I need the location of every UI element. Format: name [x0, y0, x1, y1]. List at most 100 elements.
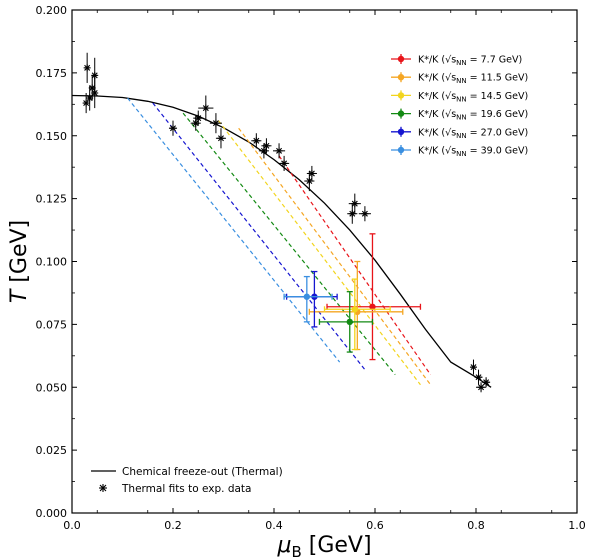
y-tick-label: 0.125	[36, 193, 68, 206]
thermal-star-d2	[86, 95, 93, 102]
y-tick-label: 0.175	[36, 67, 68, 80]
thermal-fit-point	[476, 382, 487, 393]
freezeout-curve	[71, 94, 492, 388]
legend-label: K*/K (√sNN = 39.0 GeV)	[418, 146, 528, 159]
legend-label: K*/K (√sNN = 11.5 GeV)	[418, 73, 528, 86]
thermal-star-d2	[253, 137, 260, 144]
series-marker	[303, 293, 311, 300]
x-axis-label: μB [GeV]	[276, 533, 371, 560]
thermal-fit-point	[279, 155, 290, 171]
x-tick-label: 0.2	[164, 519, 182, 532]
series-layer	[283, 233, 422, 361]
plot-frame	[71, 9, 578, 514]
legend-freezeout-label: Chemical freeze-out (Thermal)	[122, 466, 283, 478]
thermal-fit-point	[469, 359, 477, 375]
series-point-3	[318, 291, 374, 353]
thermal-fit-point	[88, 75, 96, 101]
thermal-fit-point	[198, 95, 214, 121]
thermal-fit-point	[91, 77, 99, 109]
thermal-star-d2	[475, 374, 482, 381]
thermal-star-d2	[83, 100, 90, 107]
thermal-star-d2	[212, 120, 219, 127]
legend-series: K*/K (√sNN = 7.7 GeV) K*/K (√sNN = 11.5 G…	[391, 54, 528, 158]
legend-label: K*/K (√sNN = 14.5 GeV)	[418, 91, 528, 104]
thermal-fit-point	[306, 165, 317, 182]
thermal-fit-point	[272, 143, 286, 159]
thermal-fit-point	[358, 206, 371, 222]
legend-bottom: Chemical freeze-out (Thermal) Thermal fit…	[91, 466, 283, 495]
x-tick-label: 0.4	[265, 519, 283, 532]
legend-item-2: K*/K (√sNN = 14.5 GeV)	[391, 90, 528, 103]
y-tick-label: 0.100	[36, 256, 68, 269]
thermal-star-d2	[91, 72, 98, 79]
x-tick-label: 0.8	[467, 519, 485, 532]
series-marker	[351, 306, 358, 313]
dashed-line-5	[127, 97, 341, 363]
legend-marker	[397, 110, 405, 117]
legend-marker	[397, 146, 405, 154]
thermal-star-d2	[84, 64, 91, 71]
legend-thermal: Thermal fits to exp. data	[99, 483, 251, 495]
thermal-fits-layer	[82, 52, 491, 393]
thermal-star-d2	[217, 135, 224, 142]
thermal-fit-point	[474, 369, 483, 385]
thermal-star-d2	[263, 142, 270, 149]
series-marker	[346, 318, 353, 326]
legend-item-3: K*/K (√sNN = 19.6 GeV)	[391, 108, 528, 122]
legend-freezeout: Chemical freeze-out (Thermal)	[91, 466, 283, 478]
thermal-star-d2	[276, 147, 283, 154]
thermal-fit-point	[215, 128, 227, 149]
thermal-star-d2	[195, 115, 202, 122]
legend-item-1: K*/K (√sNN = 11.5 GeV)	[391, 72, 528, 85]
x-tick-label: 0.6	[366, 519, 384, 532]
thermal-fit-point	[82, 92, 90, 114]
thermal-fit-point	[348, 193, 361, 214]
y-tick-label: 0.025	[36, 444, 68, 457]
thermal-star-d2	[351, 200, 358, 207]
y-tick-label: 0.200	[36, 4, 68, 17]
thermal-star-d2	[470, 364, 477, 371]
thermal-fit-point	[261, 138, 272, 154]
legend-item-0: K*/K (√sNN = 7.7 GeV)	[391, 54, 522, 67]
thermal-star-d2	[170, 125, 176, 132]
thermal-fit-point	[482, 377, 491, 388]
series-point-5	[283, 275, 333, 323]
thermal-star-d2	[281, 160, 288, 167]
thermal-star-d2	[308, 170, 315, 177]
curve-layer	[71, 94, 492, 388]
thermal-star-d2	[349, 210, 356, 217]
thermal-star-d2	[260, 147, 267, 154]
legend-label: K*/K (√sNN = 7.7 GeV)	[418, 55, 522, 68]
thermal-star-d2	[306, 178, 313, 185]
ticks-layer: 0.0 0.2 0.4 0.6 0.8 1.0 0.000 0.025 0.050 0.075 0.…	[36, 4, 586, 532]
dashed-line-4	[152, 102, 366, 371]
thermal-star-d2	[89, 84, 96, 91]
legend-marker	[397, 74, 405, 81]
thermal-star-d2	[478, 384, 485, 391]
legend-item-5: K*/K (√sNN = 39.0 GeV)	[391, 145, 528, 158]
y-tick-label: 0.000	[36, 507, 68, 520]
axis-labels: μB [GeV] T [GeV]	[7, 220, 372, 560]
y-tick-label: 0.075	[36, 318, 68, 331]
thermal-fit-point	[168, 120, 178, 136]
thermal-fit-point	[83, 52, 91, 83]
y-tick-label: 0.150	[36, 130, 68, 143]
thermal-star-d2	[91, 90, 98, 96]
thermal-fit-point	[193, 110, 204, 126]
legend-marker	[397, 128, 405, 135]
x-tick-label: 0.0	[63, 519, 81, 532]
thermal-star-d2	[192, 120, 199, 127]
dashed-line-3	[182, 112, 396, 376]
legend-item-4: K*/K (√sNN = 27.0 GeV)	[391, 126, 528, 140]
thermal-fit-point	[209, 113, 222, 134]
dashed-line-0	[278, 155, 432, 376]
series-marker	[369, 303, 376, 310]
dashed-line-2	[217, 120, 421, 386]
legend-label: K*/K (√sNN = 19.6 GeV)	[418, 109, 528, 122]
dashed-line-1	[238, 127, 432, 386]
y-tick-label: 0.050	[36, 381, 68, 394]
legend-label: K*/K (√sNN = 27.0 GeV)	[418, 127, 528, 140]
legend-marker	[397, 92, 405, 99]
dashed-lines-layer	[127, 97, 432, 386]
